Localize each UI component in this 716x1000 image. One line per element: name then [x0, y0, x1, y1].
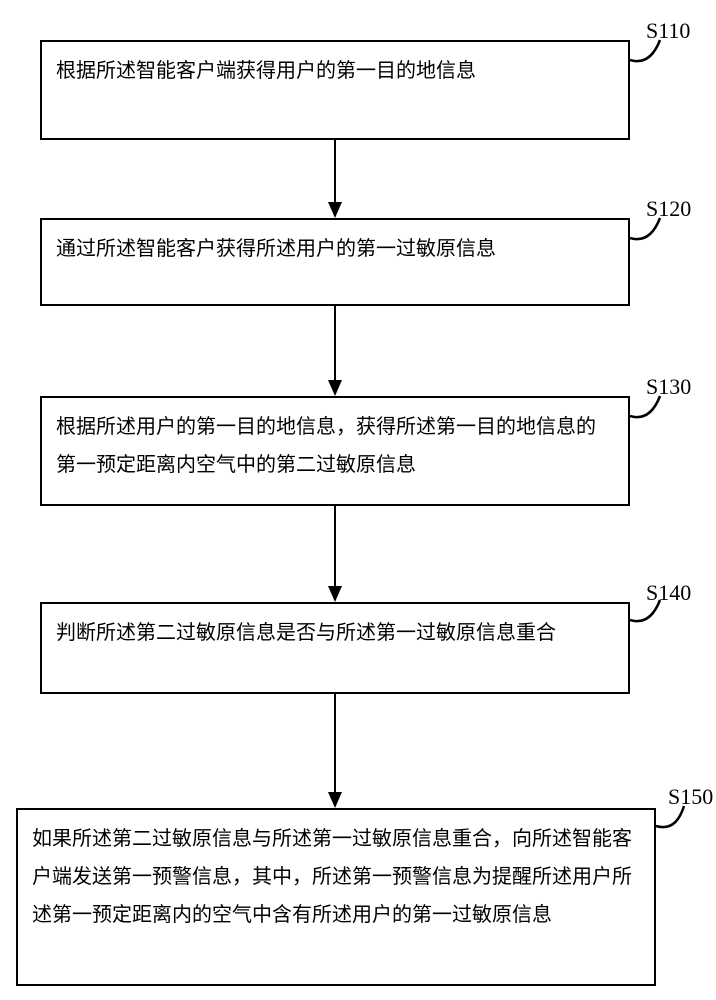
- step-label-s150: S150: [668, 784, 713, 810]
- step-box-s120: 通过所述智能客户获得所述用户的第一过敏原信息: [40, 218, 630, 306]
- step-label-s140: S140: [646, 580, 691, 606]
- step-box-s150: 如果所述第二过敏原信息与所述第一过敏原信息重合，向所述智能客户端发送第一预警信息…: [16, 808, 656, 986]
- step-text-s150: 如果所述第二过敏原信息与所述第一过敏原信息重合，向所述智能客户端发送第一预警信息…: [32, 820, 640, 934]
- step-box-s140: 判断所述第二过敏原信息是否与所述第一过敏原信息重合: [40, 602, 630, 694]
- flowchart-canvas: 根据所述智能客户端获得用户的第一目的地信息 S110 通过所述智能客户获得所述用…: [0, 0, 716, 1000]
- step-label-s120: S120: [646, 196, 691, 222]
- step-text-s120: 通过所述智能客户获得所述用户的第一过敏原信息: [56, 230, 614, 268]
- step-text-s140: 判断所述第二过敏原信息是否与所述第一过敏原信息重合: [56, 614, 614, 652]
- step-box-s110: 根据所述智能客户端获得用户的第一目的地信息: [40, 40, 630, 140]
- step-text-s110: 根据所述智能客户端获得用户的第一目的地信息: [56, 52, 614, 90]
- step-label-s130: S130: [646, 374, 691, 400]
- step-label-s110: S110: [646, 18, 690, 44]
- step-text-s130: 根据所述用户的第一目的地信息，获得所述第一目的地信息的第一预定距离内空气中的第二…: [56, 408, 614, 484]
- step-box-s130: 根据所述用户的第一目的地信息，获得所述第一目的地信息的第一预定距离内空气中的第二…: [40, 396, 630, 506]
